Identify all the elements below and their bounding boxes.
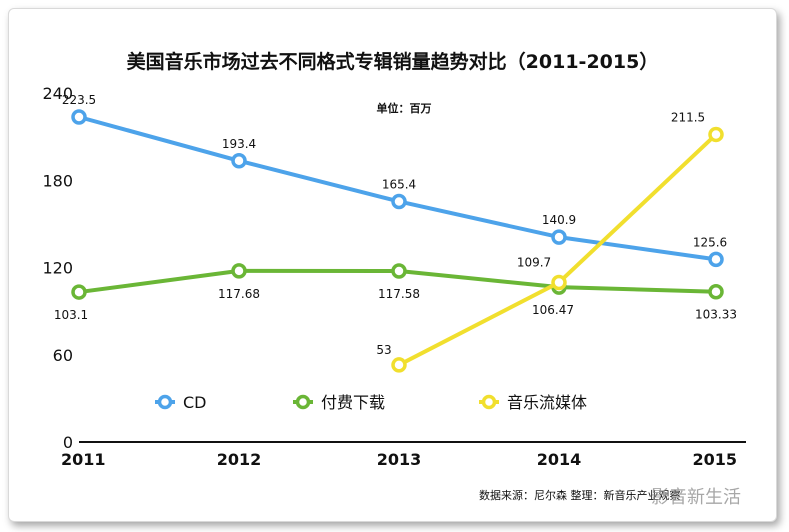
x-tick-label: 2011 <box>61 450 106 469</box>
data-point <box>551 229 567 245</box>
y-tick-label: 120 <box>42 259 73 278</box>
y-tick-label: 180 <box>42 171 73 190</box>
data-point <box>391 263 407 279</box>
data-label: 193.4 <box>222 137 256 151</box>
data-point <box>708 251 724 268</box>
legend-swatch-marker <box>295 394 311 410</box>
data-label: 117.58 <box>378 287 420 301</box>
data-point <box>551 274 567 291</box>
chart-canvas: 0 60 120 180 240 2011 2012 2013 2014 2015 单位：百万 223… <box>42 84 746 508</box>
data-label: 165.4 <box>382 177 416 191</box>
legend-label: 音乐流媒体 <box>507 393 587 412</box>
data-label: 140.9 <box>542 213 576 227</box>
unit-note: 单位：百万 <box>377 101 432 115</box>
chart-title: 美国音乐市场过去不同格式专辑销量趋势对比（2011-2015） <box>126 51 659 73</box>
y-tick-label: 60 <box>53 346 73 365</box>
series-line-2 <box>398 132 718 367</box>
x-tick-label: 2012 <box>217 450 262 469</box>
data-point <box>71 284 87 300</box>
legend-swatch-marker <box>157 394 173 410</box>
data-label: 223.5 <box>62 93 96 107</box>
data-label: 109.7 <box>517 255 551 269</box>
data-label: 211.5 <box>671 110 705 124</box>
x-tick-label: 2014 <box>537 450 582 469</box>
data-point <box>708 126 724 143</box>
legend-label: 付费下载 <box>321 393 385 412</box>
legend-swatch-marker <box>481 394 497 410</box>
watermark-text: 影音新生活 <box>651 487 741 508</box>
y-tick-label: 240 <box>42 84 73 103</box>
data-label: 106.47 <box>532 303 574 317</box>
data-label: 117.68 <box>218 287 260 301</box>
data-point <box>71 109 87 125</box>
data-point <box>391 193 407 210</box>
source-note: 数据来源：尼尔森 整理：新音乐产业观察 <box>479 488 681 502</box>
data-point <box>708 283 724 300</box>
data-point <box>231 153 247 169</box>
chart-frame: 美国音乐市场过去不同格式专辑销量趋势对比（2011-2015） 0 60 120 18… <box>8 8 777 522</box>
data-point <box>231 263 247 279</box>
x-tick-label: 2015 <box>692 450 737 469</box>
x-tick-label: 2013 <box>377 450 422 469</box>
data-label: 53 <box>376 343 391 357</box>
data-label: 125.6 <box>693 235 727 249</box>
y-tick-label: 0 <box>63 433 73 452</box>
data-label: 103.1 <box>54 308 88 322</box>
legend-label: CD <box>183 393 207 412</box>
data-label: 103.33 <box>695 308 737 322</box>
data-point <box>391 357 407 373</box>
